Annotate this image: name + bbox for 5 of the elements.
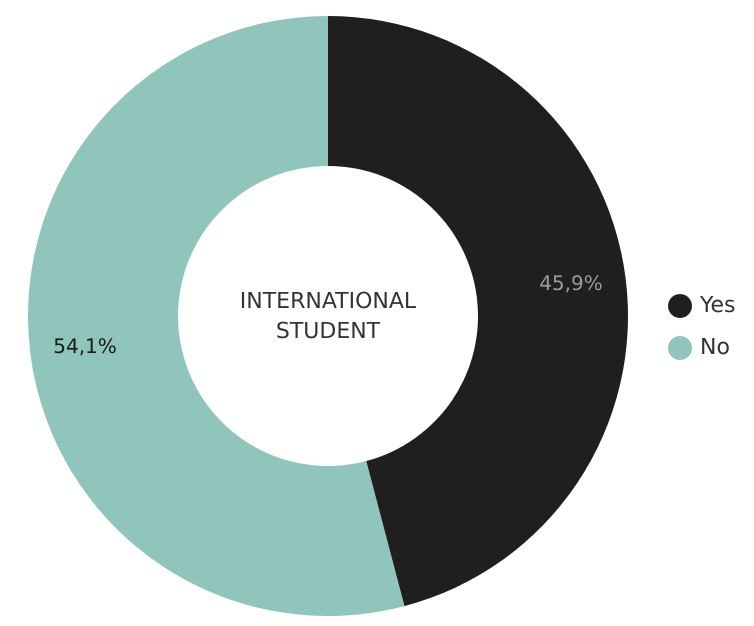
legend-label: No	[700, 335, 730, 360]
legend-label: Yes	[699, 293, 736, 318]
data-label: 45,9%	[539, 271, 603, 295]
text: INTERNATIONAL STUDENT	[240, 289, 417, 344]
data-label: 54,1%	[53, 334, 117, 358]
